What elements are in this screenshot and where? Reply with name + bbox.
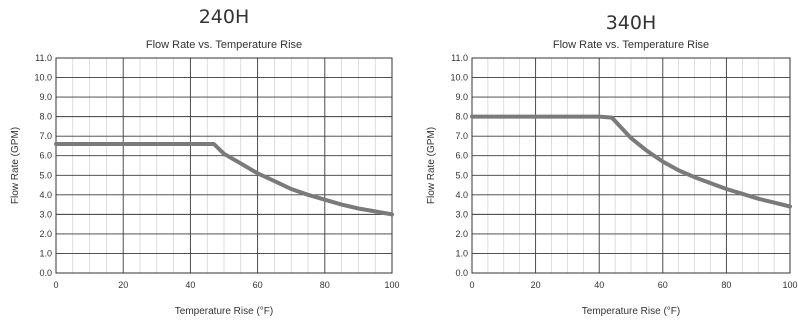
y-tick-label: 8.0 xyxy=(455,112,468,122)
y-axis-label: Flow Rate (GPM) xyxy=(10,127,21,204)
plot-frame xyxy=(471,57,791,274)
x-tick-label: 80 xyxy=(721,280,731,290)
y-tick-label: 0.0 xyxy=(455,268,468,278)
x-tick-label: 20 xyxy=(118,280,128,290)
x-tick-label: 60 xyxy=(253,280,263,290)
plot-frame xyxy=(55,57,393,274)
x-axis-label: Temperature Rise (°F) xyxy=(175,306,273,317)
chart-title: Flow Rate vs. Temperature Rise xyxy=(553,39,709,51)
y-tick-label: 4.0 xyxy=(455,190,468,200)
y-tick-label: 11.0 xyxy=(451,53,468,63)
y-tick-label: 7.0 xyxy=(455,131,468,141)
x-tick-label: 100 xyxy=(384,280,399,290)
y-tick-label: 9.0 xyxy=(39,92,52,102)
x-tick-label: 100 xyxy=(782,280,797,290)
y-tick-label: 5.0 xyxy=(39,170,52,180)
y-tick-label: 1.0 xyxy=(39,248,52,258)
x-tick-label: 60 xyxy=(658,280,668,290)
y-tick-label: 3.0 xyxy=(455,209,468,219)
x-tick-label: 40 xyxy=(594,280,604,290)
x-tick-label: 40 xyxy=(185,280,195,290)
y-tick-label: 6.0 xyxy=(39,151,52,161)
y-tick-label: 7.0 xyxy=(39,131,52,141)
y-tick-label: 0.0 xyxy=(39,268,52,278)
y-tick-label: 4.0 xyxy=(39,190,52,200)
y-axis-label: Flow Rate (GPM) xyxy=(426,127,437,204)
y-tick-label: 3.0 xyxy=(39,209,52,219)
y-tick-label: 2.0 xyxy=(39,229,52,239)
y-tick-label: 5.0 xyxy=(455,170,468,180)
y-tick-label: 1.0 xyxy=(455,248,468,258)
y-tick-label: 6.0 xyxy=(455,151,468,161)
model-title: 340H xyxy=(606,12,657,34)
y-tick-label: 10.0 xyxy=(450,73,468,83)
y-tick-label: 10.0 xyxy=(34,73,52,83)
chart-1: 340H Flow Rate vs. Temperature Rise 0.0 1.0… xyxy=(426,12,798,317)
flow-rate-series-line xyxy=(54,142,394,217)
y-tick-label: 2.0 xyxy=(455,229,468,239)
y-tick-label: 9.0 xyxy=(455,92,468,102)
chart-title: Flow Rate vs. Temperature Rise xyxy=(146,39,302,51)
x-tick-label: 80 xyxy=(320,280,330,290)
x-tick-label: 20 xyxy=(531,280,541,290)
x-axis-label: Temperature Rise (°F) xyxy=(582,306,680,317)
flow-rate-series-line xyxy=(470,114,792,209)
y-tick-label: 11.0 xyxy=(35,53,52,63)
x-tick-label: 0 xyxy=(469,280,474,290)
x-tick-label: 0 xyxy=(53,280,58,290)
y-tick-label: 8.0 xyxy=(39,112,52,122)
model-title: 240H xyxy=(199,6,250,28)
chart-0: 240H Flow Rate vs. Temperature Rise 0.0 1.0… xyxy=(10,6,400,317)
